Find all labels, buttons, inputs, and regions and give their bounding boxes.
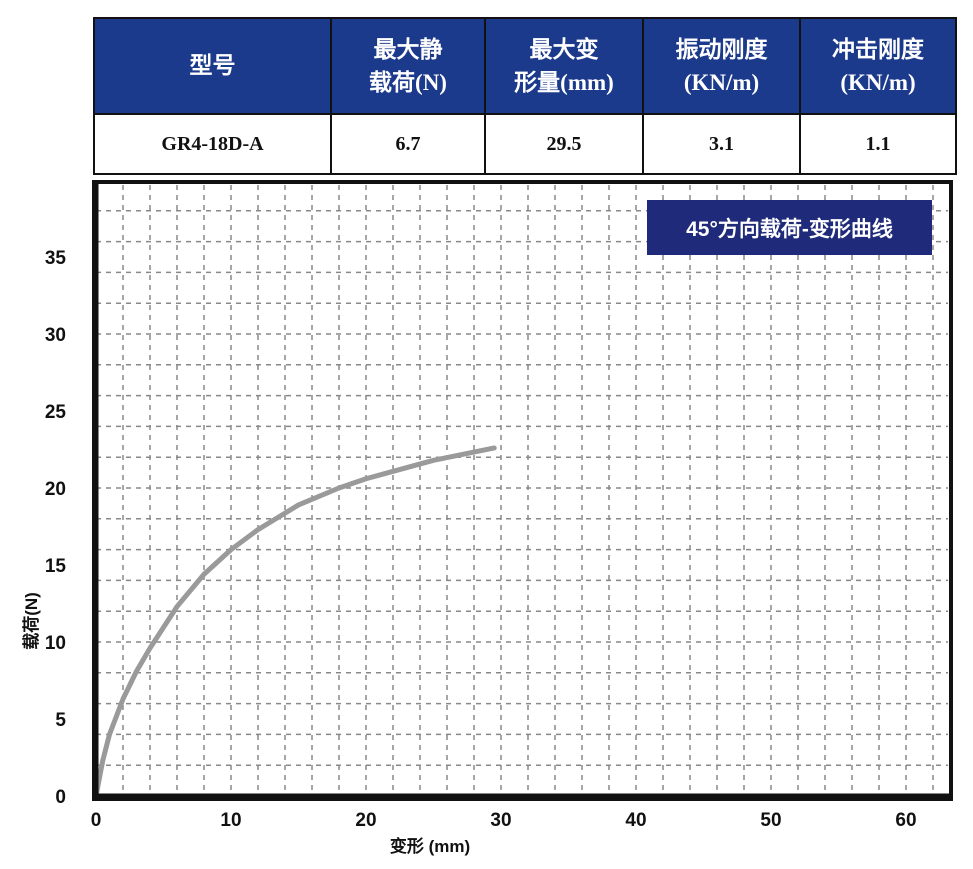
- header-text: 振动刚度: [675, 36, 768, 62]
- y-tick-label: 10: [45, 633, 66, 654]
- header-text: 最大静: [373, 36, 443, 62]
- header-max-deformation: 最大变形量(mm): [484, 17, 644, 115]
- chart-title: 45°方向载荷-变形曲线: [647, 200, 932, 255]
- tick-labels: 0 10 20 30 40 50 60 0 5 10 15 20 25 30 35: [45, 248, 917, 831]
- header-text: 最大变: [529, 36, 599, 62]
- header-text: 型号: [189, 53, 236, 79]
- cell-vibration-stiffness: 3.1: [642, 113, 801, 175]
- y-tick-label: 15: [45, 556, 67, 577]
- x-tick-label: 10: [220, 810, 241, 831]
- spec-data-row: GR4-18D-A 6.7 29.5 3.1 1.1: [93, 113, 957, 175]
- header-text: 冲击刚度: [832, 36, 924, 62]
- y-axis-label: 载荷(N): [21, 592, 41, 650]
- cell-shock-stiffness: 1.1: [799, 113, 957, 175]
- y-tick-label: 35: [45, 248, 67, 269]
- cell-max-static-load: 6.7: [330, 113, 486, 175]
- x-tick-label: 40: [625, 810, 646, 831]
- y-tick-label: 5: [55, 710, 66, 731]
- y-tick-label: 30: [45, 325, 66, 346]
- spec-table: 型号 最大静载荷(N) 最大变形量(mm) 振动刚度 (KN/m) 冲击刚度 (KN…: [93, 17, 957, 175]
- cell-max-deformation: 29.5: [484, 113, 644, 175]
- x-tick-label: 20: [355, 810, 376, 831]
- header-model: 型号: [93, 17, 332, 115]
- header-shock-stiffness: 冲击刚度 (KN/m): [799, 17, 957, 115]
- header-max-static-load: 最大静载荷(N): [330, 17, 486, 115]
- x-tick-label: 0: [91, 810, 102, 831]
- y-tick-label: 20: [45, 479, 66, 500]
- series-layer: [93, 445, 497, 799]
- header-text: (KN/m): [840, 70, 916, 95]
- x-tick-label: 30: [490, 810, 511, 831]
- cell-model: GR4-18D-A: [93, 113, 332, 175]
- header-text: (KN/m): [683, 70, 760, 95]
- x-axis-label: 变形 (mm): [390, 836, 470, 856]
- plot-frame: [92, 180, 953, 801]
- load-deformation-chart: 0 10 20 30 40 50 60 0 5 10 15 20 25 30 35 变形 (mm) 载荷(N…: [21, 180, 953, 856]
- y-tick-label: 25: [45, 402, 67, 423]
- spec-header-row: 型号 最大静载荷(N) 最大变形量(mm) 振动刚度 (KN/m) 冲击刚度 (KN…: [93, 17, 957, 115]
- x-tick-label: 60: [895, 810, 916, 831]
- header-vibration-stiffness: 振动刚度 (KN/m): [642, 17, 801, 115]
- x-tick-label: 50: [760, 810, 781, 831]
- grid: [96, 185, 948, 796]
- load-deformation-curve: [93, 445, 497, 799]
- header-text: 载荷(N): [369, 70, 447, 95]
- header-text: 形量(mm): [514, 70, 614, 95]
- y-tick-label: 0: [55, 787, 66, 808]
